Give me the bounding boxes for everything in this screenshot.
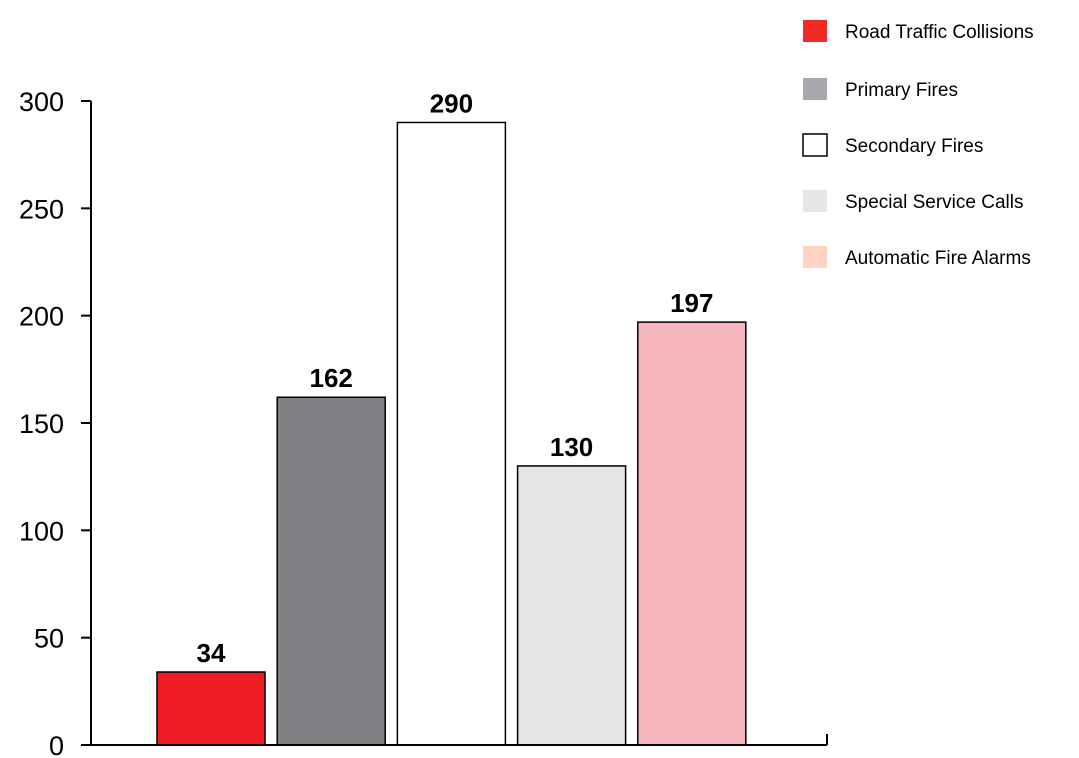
legend-swatch <box>803 20 827 42</box>
value-labels: 34 162 290 130 197 <box>197 88 714 668</box>
bar <box>637 321 747 746</box>
bar-value-label: 197 <box>670 288 713 318</box>
legend-swatch <box>803 78 827 100</box>
bar <box>516 465 627 746</box>
y-tick-label: 250 <box>19 194 64 224</box>
legend-label: Secondary Fires <box>845 136 983 157</box>
legend-swatch <box>803 246 827 268</box>
y-tick-label: 100 <box>19 516 64 546</box>
legend-swatch <box>802 133 828 157</box>
x-axis <box>91 734 828 746</box>
y-tick-label: 300 <box>19 87 64 117</box>
bar-value-label: 290 <box>430 88 473 118</box>
legend-label: Special Service Calls <box>845 192 1023 213</box>
bar-value-label: 130 <box>550 432 593 462</box>
y-tick-label: 150 <box>19 409 64 439</box>
bar <box>276 396 386 746</box>
legend-label: Automatic Fire Alarms <box>845 248 1031 269</box>
y-axis: 0 50 100 150 200 250 300 <box>19 87 92 758</box>
legend: Road Traffic Collisions Primary Fires Seco… <box>802 20 1034 269</box>
legend-label: Primary Fires <box>845 80 958 101</box>
y-tick-label: 200 <box>19 302 64 332</box>
bar-value-label: 162 <box>310 363 353 393</box>
y-tick-label: 0 <box>49 731 64 758</box>
legend-label: Road Traffic Collisions <box>845 22 1034 43</box>
bar <box>156 671 266 746</box>
bar-value-label: 34 <box>197 638 226 668</box>
bars <box>156 121 747 746</box>
bar <box>396 121 507 746</box>
legend-swatch <box>803 190 827 212</box>
y-tick-label: 50 <box>34 624 64 654</box>
